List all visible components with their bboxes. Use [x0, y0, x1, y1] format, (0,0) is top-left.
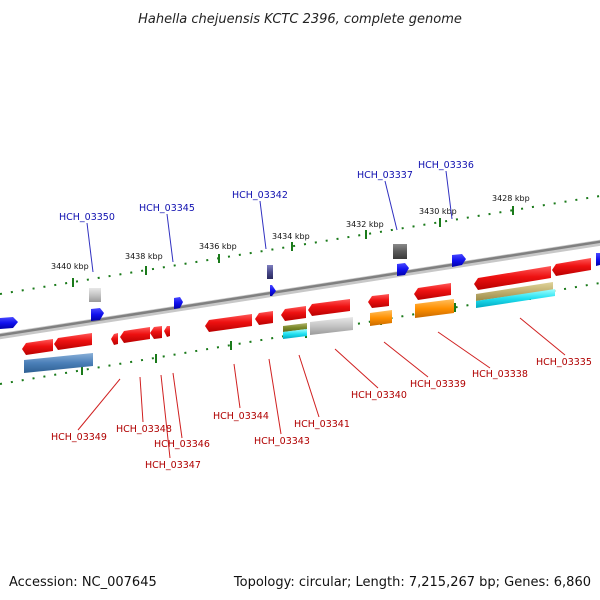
top-leader-lines: [86, 170, 453, 273]
gene-label[interactable]: HCH_03348: [116, 424, 172, 435]
forward-gene-feature[interactable]: [596, 253, 600, 266]
reverse-gene-feature[interactable]: [281, 306, 306, 321]
reverse-gene-feature[interactable]: [54, 333, 92, 350]
gene-label[interactable]: HCH_03335: [536, 357, 592, 368]
reverse-gene-feature[interactable]: [368, 294, 389, 308]
feature-annotation-block: [89, 288, 101, 302]
gene-label[interactable]: HCH_03338: [472, 369, 528, 380]
reverse-gene-feature[interactable]: [120, 327, 150, 343]
gene-label[interactable]: HCH_03343: [254, 436, 310, 447]
gene-label[interactable]: HCH_03339: [410, 379, 466, 390]
gene-label[interactable]: HCH_03345: [139, 203, 195, 214]
map-title: Hahella chejuensis KCTC 2396, complete g…: [138, 12, 462, 27]
scale-labels: 3440 kbp 3438 kbp 3436 kbp 3434 kbp 3432…: [51, 194, 530, 271]
scale-major-ticks: [72, 206, 514, 287]
scale-label: 3436 kbp: [199, 242, 237, 251]
feature-annotation-block: [370, 310, 392, 326]
scale-label: 3434 kbp: [272, 232, 310, 241]
gene-label[interactable]: HCH_03340: [351, 390, 407, 401]
forward-gene-feature[interactable]: [91, 308, 104, 321]
bottom-gene-labels: HCH_03349 HCH_03348 HCH_03346 HCH_03347 …: [51, 357, 592, 471]
gene-label[interactable]: HCH_03347: [145, 460, 201, 471]
gene-label[interactable]: HCH_03341: [294, 419, 350, 430]
gene-label[interactable]: HCH_03350: [59, 212, 115, 223]
forward-gene-feature[interactable]: [174, 297, 183, 309]
gene-label[interactable]: HCH_03346: [154, 439, 210, 450]
reverse-gene-feature[interactable]: [255, 311, 273, 325]
gene-label[interactable]: HCH_03349: [51, 432, 107, 443]
bottom-leader-lines: [77, 317, 566, 459]
forward-gene-feature[interactable]: [397, 263, 409, 276]
top-gene-labels: HCH_03350 HCH_03345 HCH_03342 HCH_03337 …: [59, 160, 474, 223]
reverse-gene-feature[interactable]: [552, 258, 591, 276]
feature-annotation-block: [415, 299, 454, 318]
reverse-features: [22, 258, 591, 373]
scale-track-upper: [0, 195, 600, 295]
forward-gene-feature[interactable]: [270, 285, 276, 296]
forward-gene-feature[interactable]: [0, 317, 18, 329]
reverse-gene-feature[interactable]: [308, 299, 350, 316]
scale-label: 3438 kbp: [125, 252, 163, 261]
gene-label[interactable]: HCH_03337: [357, 170, 413, 181]
gene-label[interactable]: HCH_03344: [213, 411, 269, 422]
feature-annotation-block: [393, 244, 407, 259]
reverse-gene-feature[interactable]: [150, 326, 162, 339]
reverse-gene-feature[interactable]: [474, 266, 551, 290]
forward-features: [0, 244, 600, 329]
scale-label: 3432 kbp: [346, 220, 384, 229]
reverse-gene-feature[interactable]: [205, 314, 252, 332]
accession-text: Accession: NC_007645: [9, 575, 157, 590]
gene-label[interactable]: HCH_03336: [418, 160, 474, 171]
reverse-gene-feature[interactable]: [414, 283, 451, 300]
reverse-gene-feature[interactable]: [164, 326, 170, 337]
feature-annotation-block: [476, 289, 555, 308]
reverse-gene-feature[interactable]: [111, 333, 118, 345]
scale-label: 3430 kbp: [419, 207, 457, 216]
gene-label[interactable]: HCH_03342: [232, 190, 288, 201]
feature-annotation-block: [24, 353, 93, 373]
feature-annotation-block: [283, 329, 307, 339]
reverse-gene-feature[interactable]: [22, 339, 53, 355]
forward-gene-feature[interactable]: [452, 254, 466, 267]
genome-summary-text: Topology: circular; Length: 7,215,267 bp…: [233, 575, 591, 590]
scale-label: 3428 kbp: [492, 194, 530, 203]
feature-annotation-block: [267, 265, 273, 279]
feature-annotation-block: [476, 282, 553, 301]
feature-annotation-block: [310, 317, 353, 335]
scale-label: 3440 kbp: [51, 262, 89, 271]
